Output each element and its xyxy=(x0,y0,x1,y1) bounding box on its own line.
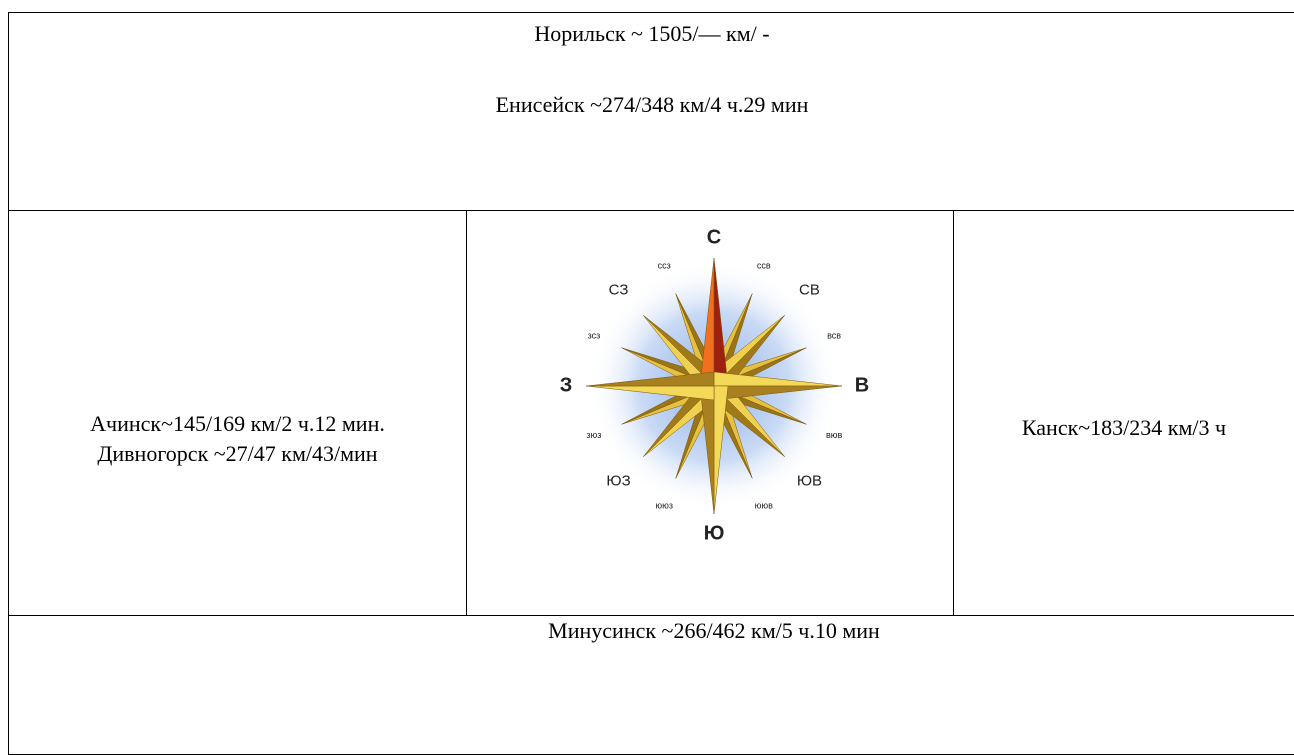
text: Ачинск~145/169 км/2 ч.12 мин. xyxy=(90,411,385,436)
text: Дивногорск ~27/47 км/43/мин xyxy=(97,441,378,466)
bottom-cell: Минусинск ~266/462 км/5 ч.10 мин xyxy=(8,615,1294,755)
text: Минусинск ~266/462 км/5 ч.10 мин xyxy=(548,618,880,643)
left-cell: Ачинск~145/169 км/2 ч.12 мин. Дивногорск… xyxy=(8,210,467,616)
compass-label: всв xyxy=(827,331,841,341)
compass-label: З xyxy=(560,374,573,396)
compass-cell: С В Ю З СВ ЮВ ЮЗ СЗ ссв всв вюв ююв ююз зюз зсз ссз xyxy=(466,210,954,616)
compass-label: ЮВ xyxy=(797,472,822,489)
compass-label: В xyxy=(855,374,869,396)
right-cell: Канск~183/234 км/3 ч xyxy=(953,210,1294,616)
compass-label: Ю xyxy=(704,522,725,544)
compass-label: ссз xyxy=(658,260,671,270)
text: Норильск ~ 1505/— км/ - xyxy=(534,21,770,46)
top-cell: Норильск ~ 1505/— км/ - Енисейск ~274/34… xyxy=(8,12,1294,211)
compass-label: ююз xyxy=(655,500,673,510)
compass-label: зюз xyxy=(586,430,601,440)
text: Канск~183/234 км/3 ч xyxy=(1021,415,1227,440)
compass-label: вюв xyxy=(826,430,843,440)
compass-label: СЗ xyxy=(609,282,629,299)
ray xyxy=(585,371,715,387)
compass-label: ссв xyxy=(757,260,771,270)
compass-label: зсз xyxy=(588,331,601,341)
compass-label: СВ xyxy=(799,282,820,299)
compass-label: С xyxy=(707,226,721,248)
text: Енисейск ~274/348 км/4 ч.29 мин xyxy=(495,92,809,117)
compass-label: ЮЗ xyxy=(606,472,630,489)
compass-label: ююв xyxy=(755,500,774,510)
